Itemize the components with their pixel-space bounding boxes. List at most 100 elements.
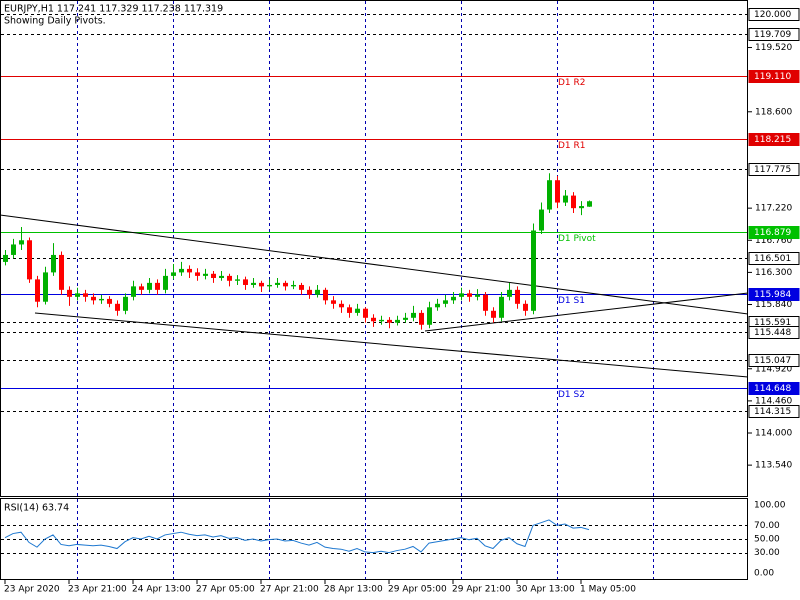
candle-body	[371, 317, 376, 322]
level-label: 114.315	[754, 407, 791, 417]
rsi-tick-label: 50.00	[754, 535, 780, 545]
candle-body	[267, 284, 272, 287]
level-label: 120.000	[754, 10, 791, 20]
x-tick-label: 23 Apr 2020	[4, 585, 60, 595]
level-badge	[748, 354, 800, 367]
candle-body	[323, 289, 328, 301]
candle-body	[435, 303, 440, 308]
candle-body	[563, 195, 568, 203]
level-label: 119.110	[754, 72, 791, 82]
candle-body	[387, 319, 392, 323]
x-tick-label: 27 Apr 21:00	[260, 585, 319, 595]
y-tick-label: 116.300	[755, 268, 792, 278]
candle-body	[211, 273, 216, 278]
candle-body	[35, 279, 40, 302]
level-label: 118.215	[754, 135, 791, 145]
candle-body	[491, 310, 496, 318]
y-tick-label: 113.540	[755, 461, 792, 471]
y-tick-label: 116.760	[755, 236, 792, 246]
candle-body	[483, 294, 488, 311]
candle-body	[51, 254, 56, 273]
level-badge	[748, 28, 800, 41]
chart-title: EURJPY,H1 117.241 117.329 117.238 117.31…	[4, 4, 223, 15]
candle-body	[555, 180, 560, 203]
candle-body	[227, 275, 232, 281]
rsi-tick-label: 0.00	[754, 569, 774, 579]
pivot-label: D1 R2	[558, 78, 586, 88]
level-label: 119.709	[754, 30, 791, 40]
candle-body	[67, 289, 72, 297]
x-tick-label: 29 Apr 05:00	[388, 585, 447, 595]
plot-area	[0, 1, 749, 579]
candle-body	[155, 282, 160, 290]
candle-body	[139, 286, 144, 290]
candle-body	[59, 254, 64, 290]
x-tick-label: 1 May 05:00	[580, 585, 636, 595]
candle-body	[91, 296, 96, 301]
candle-body	[451, 296, 456, 301]
y-tick-label: 117.220	[755, 204, 792, 214]
main-panel	[0, 0, 748, 497]
rsi-tick-label: 30.00	[754, 548, 780, 558]
candle-body	[291, 284, 296, 287]
candle-body	[547, 180, 552, 210]
candle-body	[443, 300, 448, 304]
candle-body	[75, 293, 80, 297]
candle-body	[123, 296, 128, 311]
level-badge	[748, 252, 800, 265]
level-badge	[748, 288, 800, 301]
candle-body	[99, 298, 104, 301]
level-badge	[748, 382, 800, 395]
candle-body	[587, 201, 592, 207]
candle-body	[331, 300, 336, 304]
rsi-tick-label: 100.00	[754, 501, 786, 511]
candle-body	[499, 296, 504, 318]
candle-body	[379, 319, 384, 322]
candle-body	[315, 289, 320, 295]
candle-body	[243, 279, 248, 285]
candle-body	[283, 282, 288, 287]
candle-body	[3, 254, 8, 262]
candle-body	[275, 282, 280, 285]
level-label: 114.648	[754, 384, 791, 394]
candle-body	[571, 195, 576, 209]
trendline	[424, 292, 749, 332]
y-tick-label: 114.920	[755, 364, 792, 374]
candle-body	[179, 268, 184, 273]
level-label: 116.879	[754, 228, 791, 238]
level-label: 117.775	[754, 165, 791, 175]
candle-body	[507, 289, 512, 297]
level-badge	[748, 163, 800, 176]
candle-body	[403, 317, 408, 320]
candle-body	[83, 293, 88, 297]
x-tick-label: 29 Apr 21:00	[452, 585, 511, 595]
candle-body	[299, 284, 304, 290]
level-badge	[748, 326, 800, 339]
candle-body	[539, 209, 544, 231]
candle-body	[163, 275, 168, 290]
pivot-label: D1 S2	[558, 390, 585, 400]
level-label: 115.591	[754, 318, 791, 328]
candle-body	[27, 240, 32, 280]
level-badge	[748, 8, 800, 21]
candle-body	[115, 303, 120, 311]
pivot-label: D1 Pivot	[558, 234, 596, 244]
pivot-label: D1 S1	[558, 296, 585, 306]
candle-body	[307, 289, 312, 295]
level-badge	[748, 226, 800, 239]
candle-body	[339, 303, 344, 308]
candle-body	[523, 303, 528, 311]
level-label: 115.448	[754, 328, 791, 338]
candle-body	[171, 272, 176, 276]
candle-body	[235, 279, 240, 281]
x-tick-label: 28 Apr 13:00	[324, 585, 383, 595]
y-tick-label: 119.520	[755, 43, 792, 53]
rsi-title: RSI(14) 63.74	[4, 503, 69, 514]
level-badge	[748, 405, 800, 418]
level-badge	[748, 133, 800, 146]
candle-body	[43, 272, 48, 302]
candle-body	[459, 293, 464, 297]
candle-body	[195, 272, 200, 276]
candle-body	[467, 293, 472, 297]
